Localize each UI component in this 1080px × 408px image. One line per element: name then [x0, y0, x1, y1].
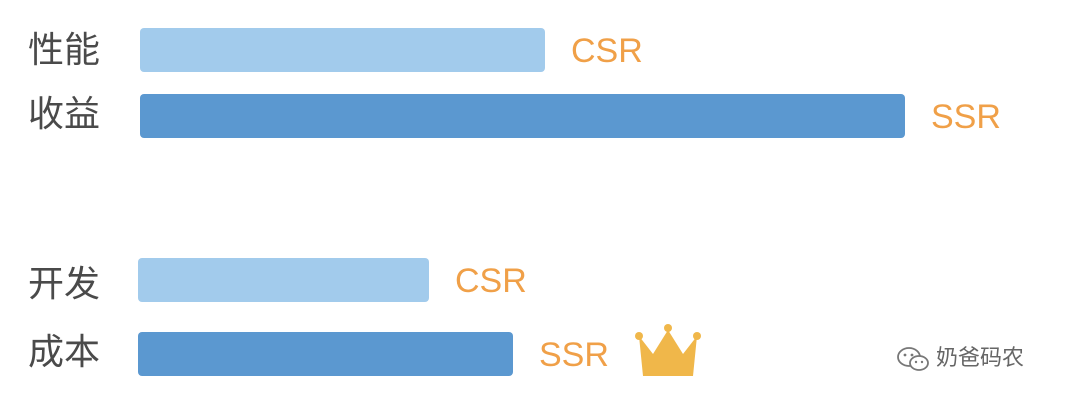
- bar-labels-layer: CSR SSR CSR SSR: [455, 32, 1001, 374]
- watermark-text: 奶爸码农: [936, 346, 1025, 371]
- row-label-performance: 性能: [28, 30, 101, 71]
- bar-ssr-3: [138, 332, 513, 376]
- bar-csr-0: [140, 28, 545, 72]
- wechat-icon: [897, 347, 929, 371]
- bar-label-1: SSR: [931, 98, 1001, 136]
- crown-layer: [635, 324, 701, 376]
- bar-ssr-1: [140, 94, 905, 138]
- bar-label-0: CSR: [571, 32, 643, 70]
- row-label-cost: 成本: [28, 332, 101, 373]
- watermark: 奶爸码农: [896, 345, 1024, 373]
- bar-label-3: SSR: [539, 336, 609, 374]
- crown-icon: [635, 324, 701, 376]
- bars-layer: [138, 28, 905, 376]
- bar-label-2: CSR: [455, 262, 527, 300]
- row-label-development: 开发: [28, 264, 101, 305]
- row-label-revenue: 收益: [28, 94, 101, 135]
- bar-csr-2: [138, 258, 429, 302]
